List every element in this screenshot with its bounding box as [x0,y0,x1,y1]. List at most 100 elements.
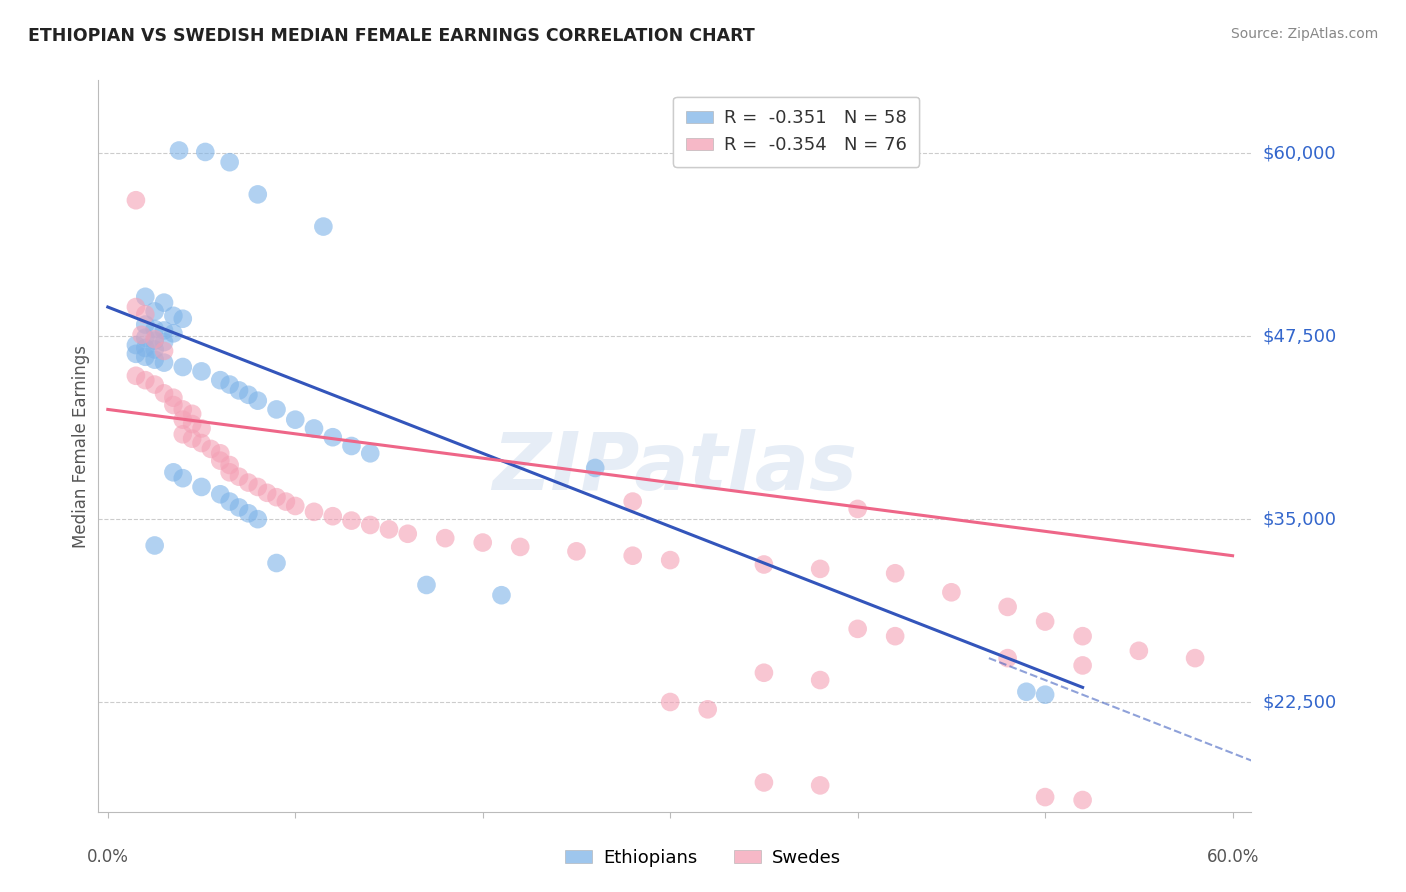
Point [322,509,344,524]
Point [266,490,288,504]
Point [209,487,232,501]
Point [340,514,363,528]
Point [302,421,325,435]
Point [359,446,381,460]
Point [172,359,194,374]
Point [181,417,204,431]
Point [471,535,494,549]
Point [134,350,156,364]
Point [1033,615,1056,629]
Point [172,471,194,485]
Point [752,775,775,789]
Point [153,295,176,310]
Point [218,466,240,480]
Point [378,522,401,536]
Point [162,309,184,323]
Point [509,540,531,554]
Point [125,368,148,383]
Point [153,386,176,401]
Point [134,290,156,304]
Text: ETHIOPIAN VS SWEDISH MEDIAN FEMALE EARNINGS CORRELATION CHART: ETHIOPIAN VS SWEDISH MEDIAN FEMALE EARNI… [28,27,755,45]
Point [172,311,194,326]
Legend: Ethiopians, Swedes: Ethiopians, Swedes [558,842,848,874]
Point [302,505,325,519]
Point [153,343,176,358]
Point [884,566,907,581]
Point [256,485,278,500]
Point [181,407,204,421]
Point [153,323,176,337]
Point [322,430,344,444]
Point [808,562,831,576]
Point [1071,793,1094,807]
Point [808,673,831,687]
Point [396,526,419,541]
Point [846,502,869,516]
Point [884,629,907,643]
Point [359,518,381,533]
Point [125,193,148,207]
Point [162,398,184,412]
Point [246,393,269,408]
Point [621,494,644,508]
Point [246,480,269,494]
Point [238,388,260,402]
Point [621,549,644,563]
Text: Source: ZipAtlas.com: Source: ZipAtlas.com [1230,27,1378,41]
Point [491,588,513,602]
Point [134,331,156,345]
Point [143,332,166,346]
Text: ZIPatlas: ZIPatlas [492,429,858,507]
Point [1015,685,1038,699]
Text: 60.0%: 60.0% [1206,848,1258,866]
Point [846,622,869,636]
Point [340,439,363,453]
Point [752,665,775,680]
Point [190,436,212,450]
Point [190,421,212,435]
Point [143,304,166,318]
Point [125,300,148,314]
Point [143,334,166,348]
Point [565,544,588,558]
Point [190,480,212,494]
Point [266,402,288,417]
Point [238,475,260,490]
Point [1033,688,1056,702]
Point [125,338,148,352]
Point [143,343,166,357]
Point [246,512,269,526]
Point [583,461,606,475]
Point [153,335,176,350]
Point [752,558,775,572]
Point [228,384,250,398]
Point [659,553,682,567]
Point [284,412,307,426]
Point [696,702,718,716]
Point [181,432,204,446]
Point [143,539,166,553]
Point [274,494,297,508]
Point [162,391,184,405]
Point [218,377,240,392]
Point [172,427,194,442]
Text: $35,000: $35,000 [1263,510,1337,528]
Point [134,373,156,387]
Point [284,499,307,513]
Point [218,494,240,508]
Point [143,322,166,336]
Point [1128,644,1150,658]
Point [172,402,194,417]
Point [162,466,184,480]
Point [997,599,1019,614]
Point [131,327,153,342]
Point [228,500,250,515]
Point [1071,629,1094,643]
Point [162,326,184,341]
Point [941,585,963,599]
Point [266,556,288,570]
Point [209,373,232,387]
Point [134,307,156,321]
Point [209,446,232,460]
Point [143,377,166,392]
